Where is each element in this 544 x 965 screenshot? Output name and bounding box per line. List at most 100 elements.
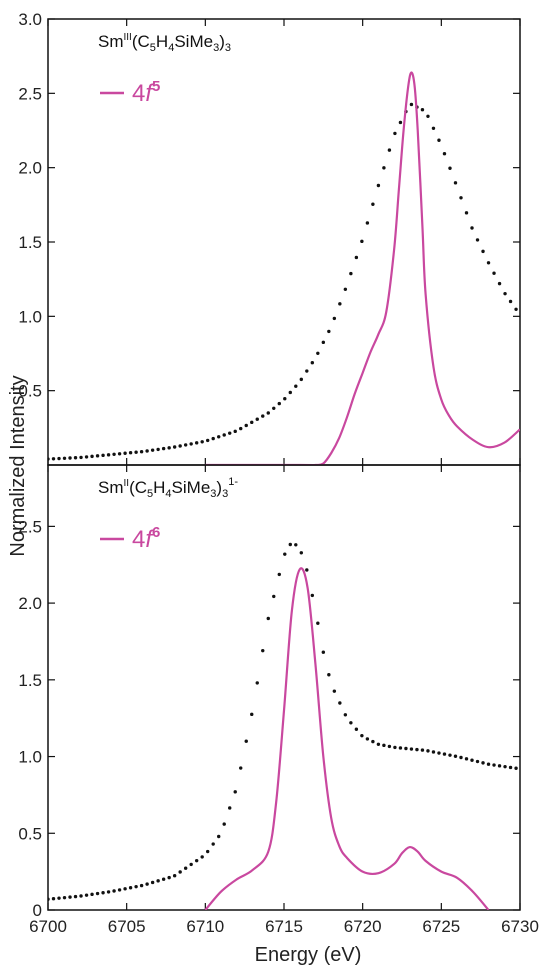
experimental-point xyxy=(200,440,204,444)
experimental-point xyxy=(294,543,298,547)
experimental-point xyxy=(459,755,463,760)
experimental-point xyxy=(470,226,474,230)
experimental-point xyxy=(338,302,342,306)
experimental-point xyxy=(172,445,177,449)
y-tick-label: 2.0 xyxy=(18,594,42,613)
x-axis-label: Energy (eV) xyxy=(255,944,362,965)
experimental-point xyxy=(250,420,254,425)
experimental-point xyxy=(272,594,276,599)
experimental-point xyxy=(431,750,436,754)
experimental-point xyxy=(205,438,210,443)
compound-label: SmII(C5H4SiMe3)31- xyxy=(98,476,238,500)
experimental-point xyxy=(442,151,447,156)
experimental-point xyxy=(470,758,474,762)
experimental-point xyxy=(442,752,447,756)
experimental-point xyxy=(486,762,491,766)
experimental-point xyxy=(382,166,386,170)
experimental-point xyxy=(409,747,414,751)
y-axis-label: Normalized Intensity xyxy=(7,375,29,556)
x-tick-label: 6705 xyxy=(108,917,146,936)
experimental-point xyxy=(261,414,265,418)
experimental-point xyxy=(376,742,381,746)
plot-frame xyxy=(47,464,521,911)
x-tick-label: 6720 xyxy=(344,917,382,936)
experimental-point xyxy=(365,737,370,741)
experimental-point xyxy=(211,842,215,846)
experimental-point xyxy=(194,858,199,863)
experimental-point xyxy=(161,446,166,451)
experimental-point xyxy=(250,712,254,717)
experimental-point xyxy=(497,281,502,286)
experimental-point xyxy=(299,551,304,555)
experimental-point xyxy=(62,895,67,900)
experimental-point xyxy=(51,897,56,901)
experimental-point xyxy=(365,221,370,225)
experimental-point xyxy=(437,751,441,755)
experimental-point xyxy=(205,849,210,854)
experimental-point xyxy=(508,299,513,304)
x-tick-label: 6700 xyxy=(29,917,67,936)
experimental-point xyxy=(283,552,287,556)
experimental-point xyxy=(448,166,452,170)
experimental-point xyxy=(426,114,430,119)
experimental-point xyxy=(123,451,127,455)
experimental-point xyxy=(228,431,232,435)
y-tick-label: 1.0 xyxy=(18,748,42,767)
experimental-point xyxy=(161,877,166,881)
x-tick-label: 6730 xyxy=(501,917,539,936)
experimental-point xyxy=(189,862,193,867)
experimental-point xyxy=(420,748,425,752)
experimental-point xyxy=(112,452,116,456)
experimental-point xyxy=(349,271,353,276)
experimental-point xyxy=(128,886,133,890)
experimental-point xyxy=(497,764,502,768)
experimental-point xyxy=(239,766,243,770)
experimental-point xyxy=(327,329,331,334)
experimental-point xyxy=(481,761,485,765)
y-tick-label: 3.0 xyxy=(18,10,42,29)
experimental-point xyxy=(387,744,392,749)
x-tick-label: 6725 xyxy=(422,917,460,936)
experimental-point xyxy=(371,739,375,744)
experimental-point xyxy=(393,745,397,750)
experimental-point xyxy=(233,790,237,794)
experimental-point xyxy=(387,148,392,152)
experimental-point xyxy=(272,406,276,410)
calculated-series xyxy=(205,71,520,465)
experimental-point xyxy=(503,291,507,296)
experimental-point xyxy=(453,754,458,758)
experimental-point xyxy=(117,452,122,456)
experimental-point xyxy=(79,894,83,898)
experimental-point xyxy=(178,444,182,448)
experimental-point xyxy=(244,739,248,743)
experimental-point xyxy=(189,442,193,446)
experimental-point xyxy=(123,887,127,891)
experimental-point xyxy=(492,763,496,767)
experimental-point xyxy=(150,448,155,452)
experimental-point xyxy=(420,107,425,112)
y-tick-label: 1.5 xyxy=(18,671,42,690)
experimental-point xyxy=(68,895,72,899)
y-tick-label: 0 xyxy=(33,901,42,920)
experimental-point xyxy=(321,650,326,654)
experimental-point xyxy=(244,423,248,428)
experimental-point xyxy=(211,436,215,441)
experimental-point xyxy=(514,307,518,311)
experimental-point xyxy=(178,870,182,874)
experimental-point xyxy=(464,757,469,761)
bottom-panel: 0 0.5 1.0 1.5 2.0 2.5 6700 6705 6710 6715 6720 6725… xyxy=(18,464,539,936)
experimental-point xyxy=(398,746,403,750)
experimental-point xyxy=(200,855,204,859)
experimental-point xyxy=(255,681,259,685)
experimental-point xyxy=(101,453,105,458)
experimental-point xyxy=(492,271,496,275)
experimental-point xyxy=(239,426,243,431)
experimental-point xyxy=(332,689,337,693)
y-tick-label: 1.0 xyxy=(18,307,42,326)
experimental-point xyxy=(277,572,281,577)
experimental-point xyxy=(283,396,287,401)
experimental-point xyxy=(84,455,89,459)
experimental-point xyxy=(459,196,463,200)
experimental-point xyxy=(48,457,50,461)
